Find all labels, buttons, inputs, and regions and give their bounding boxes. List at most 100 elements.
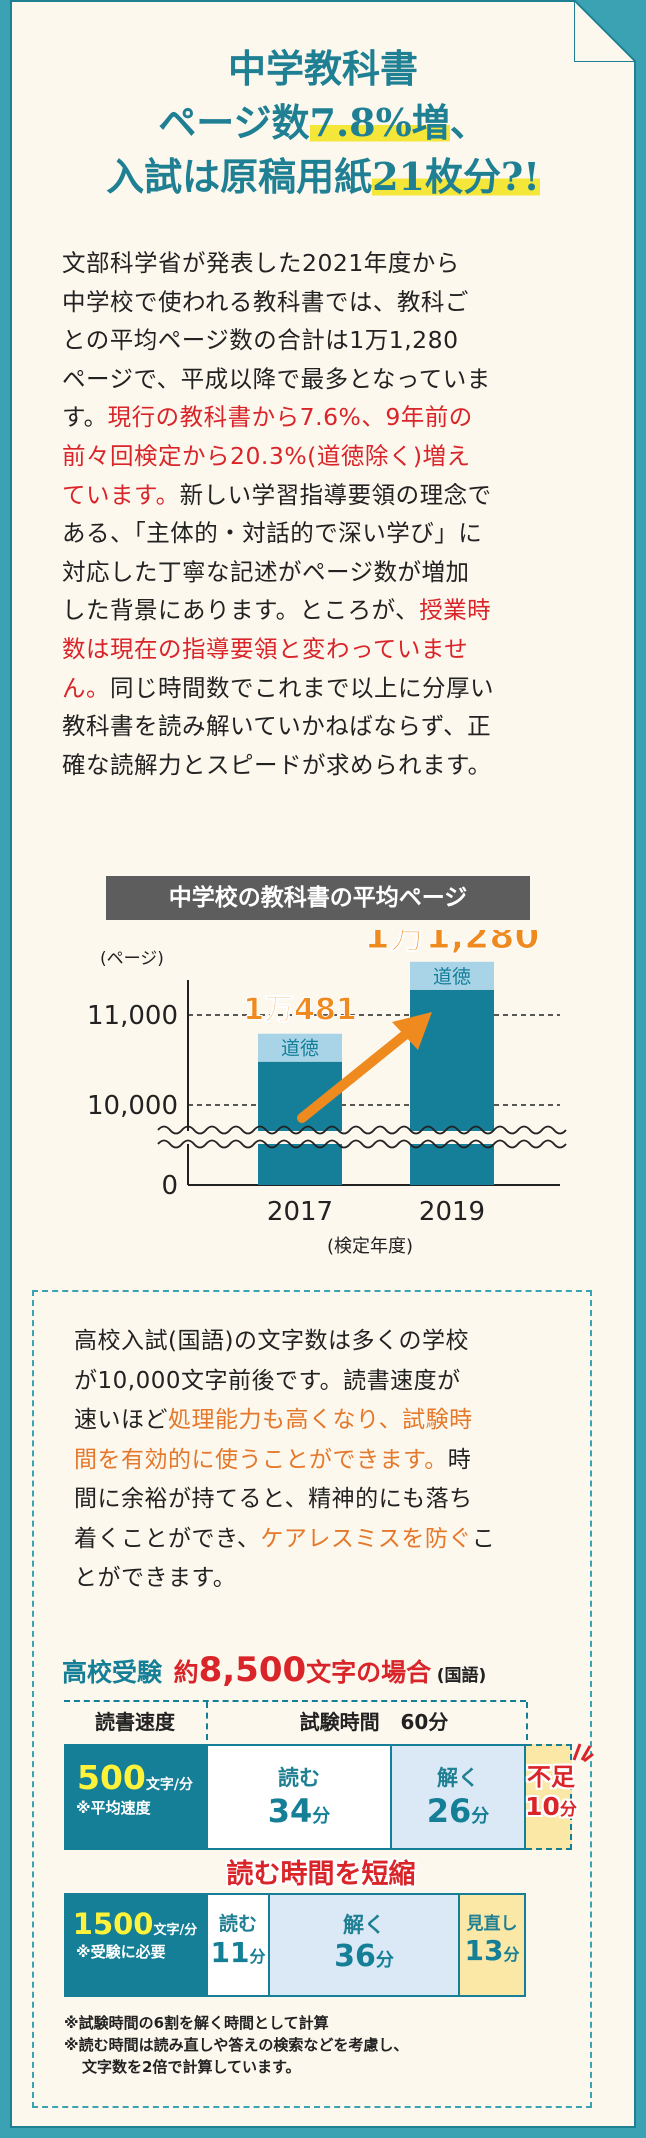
red-text: 前々回検定から20.3%(道徳除く)増え [62,441,471,470]
headline-line3: 入試は原稿用紙21枚分?! [0,150,646,204]
text-line: 高校入試(国語)の文字数は多くの学校 [74,1328,469,1354]
review-number: 13 [464,1934,504,1967]
segment-label: 道徳 [433,966,471,988]
speed-value: 500文字/分 [66,1758,204,1797]
review-time: 13分 [460,1934,524,1967]
speed-cell-required: 1500文字/分 ※受験に必要 [64,1893,206,1997]
shortage-number: 10 [525,1792,560,1821]
headline-text: 入試は原稿用紙 [106,154,373,199]
col-header-speed: 読書速度 [95,1710,175,1734]
value-label: 1万481 [243,993,357,1028]
solve-number: 26 [426,1792,472,1830]
heading-number: 8,500 [198,1650,307,1690]
read-number: 34 [267,1792,313,1830]
exam-paragraph: 高校入試(国語)の文字数は多くの学校 が10,000文字前後です。読書速度が 速… [74,1322,495,1599]
headline-highlight: 7.8%増 [309,100,450,145]
text-line: ん。同じ時間数でこれまで以上に分厚い [62,669,494,708]
read-time: 11分 [208,1936,268,1969]
shortage-time: 10分 [518,1792,584,1825]
text-line: 中学校で使われる教科書では、教科ご [62,287,469,316]
moral-segment [258,1033,342,1062]
text-line: 対応した丁寧な記述がページ数が増加 [62,557,470,586]
red-text: ています。 [62,480,180,509]
folded-corner-icon [574,0,636,62]
text-span: 着くことができ、 [74,1525,261,1552]
col-headers: 読書速度 試験時間 60分 [64,1700,528,1742]
read-label: 読む [278,1766,320,1790]
text-line: ある、「主体的・対話的で深い学び」に [62,519,483,548]
red-text: 数は現在の指導要領と変わっていませ [62,634,469,663]
time-label: 試験時間 [299,1710,380,1734]
burst-icon [572,1743,594,1762]
moral-segment [410,961,494,990]
text-line: 確な読解力とスピードが求められます。 [62,750,492,779]
text-line: との平均ページ数の合計は1万1,280 [62,326,459,355]
speed-value: 1500文字/分 [66,1907,204,1941]
solve-unit: 分 [471,1806,490,1827]
text-span: した背景にあります。ところが、 [62,596,420,625]
text-line: 着くことができ、ケアレスミスを防ぐこ [74,1520,495,1560]
text-span: 時 [447,1446,472,1473]
text-span: こ [471,1525,496,1552]
review-label: 見直し [466,1914,518,1934]
text-line: した背景にあります。ところが、授業時 [62,591,494,630]
x-axis-label: (検定年度) [327,1236,413,1257]
headline-line1: 中学教科書 [227,46,418,91]
read-number: 11 [210,1936,250,1969]
intro-paragraph: 文部科学省が発表した2021年度から 中学校で使われる教科書では、教科ご との平… [62,244,494,784]
speed-note: ※受験に必要 [76,1943,166,1961]
read-unit: 分 [249,1947,266,1966]
headline-highlight: 21枚分?! [372,154,540,199]
heading-text: 文字の場合 [306,1658,432,1687]
chart-title: 中学校の教科書の平均ページ [106,876,530,920]
exam-heading: 高校受験 約8,500文字の場合 (国語) [62,1650,486,1690]
heading-note: (国語) [436,1666,487,1686]
read-time: 34分 [208,1792,390,1830]
col-header-time: 試験時間 60分 [244,1706,504,1735]
footnote: ※読む時間は読み直しや答えの検索などを考慮し、 [64,2036,409,2054]
solve-number: 36 [334,1939,376,1974]
x-tick-label: 2019 [419,1197,485,1227]
text-line: が10,000文字前後です。読書速度が [74,1367,461,1394]
orange-text: 間を有効的に使うことができます。 [74,1446,448,1473]
headline-line2: ページ数7.8%増、 [0,96,646,150]
y-tick-label: 11,000 [87,1001,178,1031]
heading-text: 高校受験 [62,1658,163,1687]
time-value: 60分 [400,1710,449,1734]
solve-unit: 分 [375,1950,394,1971]
solve-time: 26分 [392,1792,524,1830]
shortage-label: 不足 10分 [518,1762,584,1825]
speed-unit: 文字/分 [145,1777,193,1793]
axis-break-line [157,1125,567,1135]
headline-text: ページ数 [158,100,310,145]
shorten-banner: 読む時間を短縮 [226,1859,416,1890]
shortage-unit: 分 [559,1800,577,1820]
orange-text: 処理能力も高くなり、試験時 [168,1407,473,1433]
solve-label: 解く [437,1766,479,1790]
trend-arrow-shaft [297,1021,421,1123]
text-line: ページで、平成以降で最多となっていま [62,364,491,393]
text-span: す。 [62,403,108,432]
text-line: 文部科学省が発表した2021年度から [62,249,460,277]
solve-cell-26: 解く 26分 [392,1744,526,1850]
read-cell-11: 読む 11分 [206,1893,270,1997]
text-line: 教科書を読み解いていかねばならず、正 [62,712,492,741]
solve-label: 解く [343,1913,385,1937]
read-label: 読む [218,1913,257,1935]
red-text: ん。 [62,673,110,702]
text-span: 同じ時間数でこれまで以上に分厚い [110,673,494,702]
speed-number: 1500 [72,1907,154,1941]
red-text: 現行の教科書から7.6%、9年前の [107,403,473,432]
speed-number: 500 [76,1758,146,1797]
shortage-cell [526,1744,572,1850]
text-line: 間に余裕が持てると、精神的にも落ち [74,1486,473,1512]
headline-text: 、 [449,100,488,145]
read-cell-34: 読む 34分 [206,1744,392,1850]
segment-label: 道徳 [281,1038,319,1060]
x-tick-label: 2017 [267,1197,333,1227]
solve-cell-36: 解く 36分 [270,1893,460,1997]
text-line: 間を有効的に使うことができます。時 [74,1441,495,1481]
text-line: 速いほど処理能力も高くなり、試験時 [74,1401,495,1441]
col-separator [206,1702,208,1740]
text-line: ています。新しい学習指導要領の理念で [62,476,494,515]
